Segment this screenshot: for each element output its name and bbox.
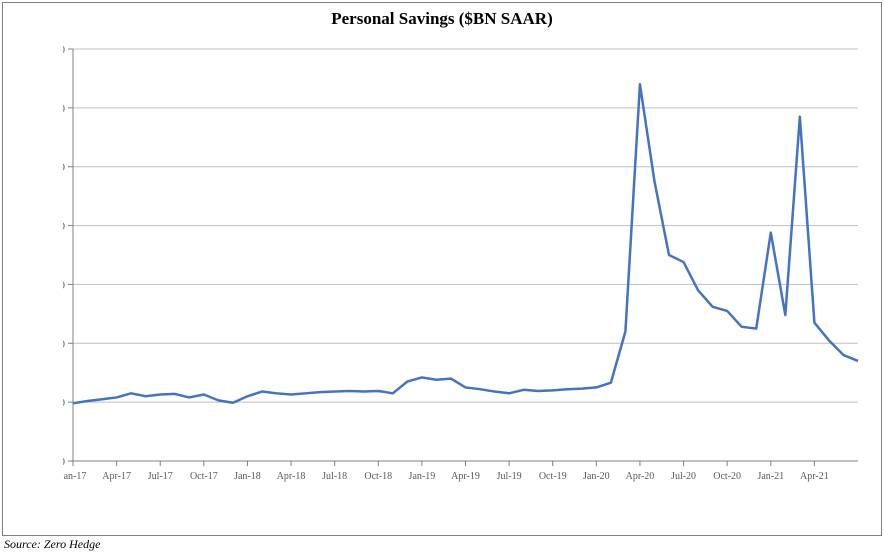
plot-area: $0 $1,000 $2,000 $3,000 $4,000 $5,000 $6,000 $7… — [63, 41, 863, 501]
svg-text:Apr-21: Apr-21 — [800, 471, 829, 482]
svg-text:$3,000: $3,000 — [63, 279, 66, 291]
svg-text:$4,000: $4,000 — [63, 221, 66, 233]
svg-text:Jul-17: Jul-17 — [148, 471, 173, 482]
svg-text:Oct-19: Oct-19 — [539, 471, 567, 482]
svg-text:Apr-19: Apr-19 — [451, 471, 480, 482]
svg-text:Oct-17: Oct-17 — [190, 471, 218, 482]
svg-text:Jan-19: Jan-19 — [409, 471, 436, 482]
svg-text:Jan-21: Jan-21 — [757, 471, 784, 482]
svg-text:Apr-20: Apr-20 — [626, 471, 655, 482]
chart-frame: Personal Savings ($BN SAAR) $0 $1,000 $2,0… — [2, 2, 882, 536]
svg-text:Apr-17: Apr-17 — [102, 471, 131, 482]
svg-text:Jan-17: Jan-17 — [63, 471, 86, 482]
svg-text:$5,000: $5,000 — [63, 162, 66, 174]
svg-text:$6,000: $6,000 — [63, 103, 66, 115]
svg-text:Jan-20: Jan-20 — [583, 471, 610, 482]
svg-text:$1,000: $1,000 — [63, 397, 66, 409]
svg-text:Apr-18: Apr-18 — [277, 471, 306, 482]
chart-title: Personal Savings ($BN SAAR) — [3, 9, 881, 29]
svg-text:Jul-20: Jul-20 — [671, 471, 696, 482]
svg-text:Jul-19: Jul-19 — [497, 471, 522, 482]
svg-text:$7,000: $7,000 — [63, 44, 66, 56]
svg-text:Jan-18: Jan-18 — [234, 471, 261, 482]
svg-text:Jul-18: Jul-18 — [322, 471, 347, 482]
svg-text:Oct-20: Oct-20 — [713, 471, 741, 482]
svg-text:$2,000: $2,000 — [63, 338, 66, 350]
line-chart-svg: $0 $1,000 $2,000 $3,000 $4,000 $5,000 $6,000 $7… — [63, 41, 863, 501]
chart-source-label: Source: Zero Hedge — [4, 537, 100, 552]
svg-text:$0: $0 — [63, 456, 66, 468]
svg-text:Oct-18: Oct-18 — [364, 471, 392, 482]
